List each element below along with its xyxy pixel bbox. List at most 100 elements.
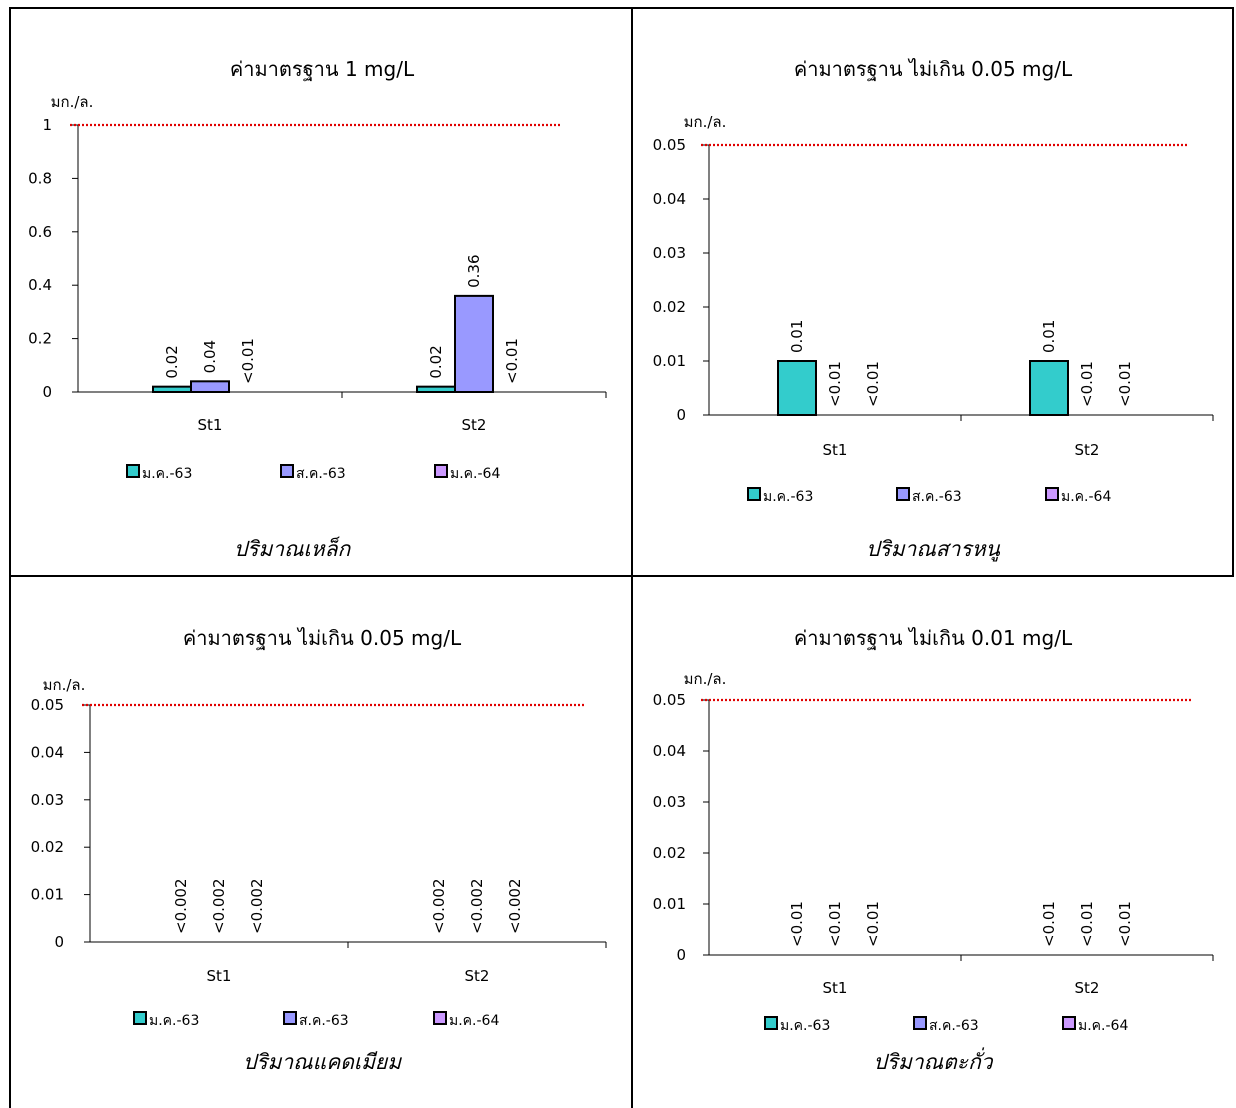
y-tick-label: 0.02 (653, 844, 686, 862)
x-tick-label: St1 (823, 979, 848, 997)
legend-swatch (1045, 487, 1059, 501)
y-tick-label: 0.01 (653, 895, 686, 913)
chart-title: ค่ามาตรฐาน ไม่เกิน 0.01 mg/L (794, 626, 1073, 650)
y-tick-label: 0.01 (31, 886, 64, 904)
y-tick-label: 0.04 (31, 743, 64, 761)
chart-title: ค่ามาตรฐาน 1 mg/L (230, 57, 415, 81)
bar (777, 360, 817, 416)
legend-swatch (280, 464, 294, 478)
x-tick-label: St2 (465, 967, 490, 985)
data-label: <0.01 (864, 901, 882, 947)
legend-swatch (747, 487, 761, 501)
chart-title: ค่ามาตรฐาน ไม่เกิน 0.05 mg/L (794, 57, 1073, 81)
legend-label: ม.ค.-63 (149, 1013, 199, 1029)
legend-swatch (434, 464, 448, 478)
chart-caption: ปริมาณตะกั่ว (873, 1047, 993, 1074)
legend-swatch (896, 487, 910, 501)
data-label: <0.01 (503, 338, 521, 384)
data-label: 0.36 (465, 254, 483, 287)
legend-label: ม.ค.-64 (1078, 1018, 1128, 1034)
y-tick-label: 0.4 (28, 276, 52, 294)
table-border-center (631, 7, 633, 1108)
y-tick-label: 0 (42, 383, 52, 401)
x-tick-label: St1 (198, 416, 223, 434)
data-label: <0.002 (248, 878, 266, 934)
data-label: <0.01 (1078, 901, 1096, 947)
legend-swatch (1062, 1016, 1076, 1030)
bar (1029, 360, 1069, 416)
table-border-left (9, 7, 11, 1108)
data-label: <0.002 (210, 878, 228, 934)
data-label: 0.04 (201, 340, 219, 373)
table-border-right (1232, 7, 1234, 577)
x-tick-label: St2 (1075, 441, 1100, 459)
data-label: <0.01 (788, 901, 806, 947)
y-axis-label: มก./ล. (51, 93, 94, 111)
x-tick-label: St1 (207, 967, 232, 985)
data-label: <0.002 (506, 878, 524, 934)
bar (190, 380, 230, 394)
y-axis-label: มก./ล. (43, 676, 86, 694)
y-tick-label: 1 (42, 116, 52, 134)
data-label: <0.01 (1078, 361, 1096, 407)
bar (454, 294, 494, 394)
legend-swatch (764, 1016, 778, 1030)
y-tick-label: 0.2 (28, 330, 52, 348)
legend-swatch (133, 1011, 147, 1025)
chart-caption: ปริมาณเหล็ก (234, 536, 352, 561)
legend-label: ม.ค.-63 (763, 489, 813, 505)
legend-swatch (913, 1016, 927, 1030)
legend-label: ส.ค.-63 (929, 1018, 979, 1034)
y-tick-label: 0.03 (653, 244, 686, 262)
chart-caption: ปริมาณแคดเมียม (243, 1050, 402, 1074)
legend-label: ส.ค.-63 (299, 1013, 349, 1029)
data-label: 0.01 (788, 320, 806, 353)
y-tick-label: 0.04 (653, 742, 686, 760)
bar (416, 385, 456, 394)
y-tick-label: 0.02 (31, 838, 64, 856)
x-tick-label: St1 (823, 441, 848, 459)
data-label: 0.02 (427, 345, 445, 378)
legend-swatch (126, 464, 140, 478)
legend-swatch (433, 1011, 447, 1025)
legend-label: ม.ค.-63 (780, 1018, 830, 1034)
data-label: 0.02 (163, 345, 181, 378)
data-label: <0.01 (826, 901, 844, 947)
bar (152, 385, 192, 394)
y-tick-label: 0.03 (653, 793, 686, 811)
chart-caption: ปริมาณสารหนู (866, 537, 1000, 562)
table-border-top (9, 7, 1234, 9)
data-label: <0.01 (1040, 901, 1058, 947)
chart-title: ค่ามาตรฐาน ไม่เกิน 0.05 mg/L (183, 626, 462, 650)
y-axis-label: มก./ล. (684, 113, 727, 131)
legend-label: ม.ค.-64 (450, 466, 500, 482)
y-tick-label: 0.05 (653, 691, 686, 709)
data-label: <0.01 (826, 361, 844, 407)
table-border-middle (9, 575, 1234, 577)
data-label: <0.01 (1116, 901, 1134, 947)
y-tick-label: 0.6 (28, 223, 52, 241)
legend-label: ส.ค.-63 (296, 466, 346, 482)
y-tick-label: 0.04 (653, 190, 686, 208)
data-label: <0.002 (430, 878, 448, 934)
data-label: <0.002 (468, 878, 486, 934)
y-tick-label: 0.8 (28, 169, 52, 187)
y-tick-label: 0.03 (31, 791, 64, 809)
legend-label: ม.ค.-63 (142, 466, 192, 482)
y-tick-label: 0 (676, 946, 686, 964)
y-axis-label: มก./ล. (684, 670, 727, 688)
data-label: <0.01 (1116, 361, 1134, 407)
x-tick-label: St2 (462, 416, 487, 434)
y-tick-label: 0 (676, 406, 686, 424)
legend-label: ม.ค.-64 (449, 1013, 499, 1029)
legend-label: ส.ค.-63 (912, 489, 962, 505)
data-label: <0.002 (172, 878, 190, 934)
data-label: <0.01 (239, 338, 257, 384)
y-tick-label: 0.05 (653, 136, 686, 154)
y-tick-label: 0.05 (31, 696, 64, 714)
y-tick-label: 0.02 (653, 298, 686, 316)
data-label: 0.01 (1040, 320, 1058, 353)
legend-label: ม.ค.-64 (1061, 489, 1111, 505)
y-tick-label: 0 (54, 933, 64, 951)
